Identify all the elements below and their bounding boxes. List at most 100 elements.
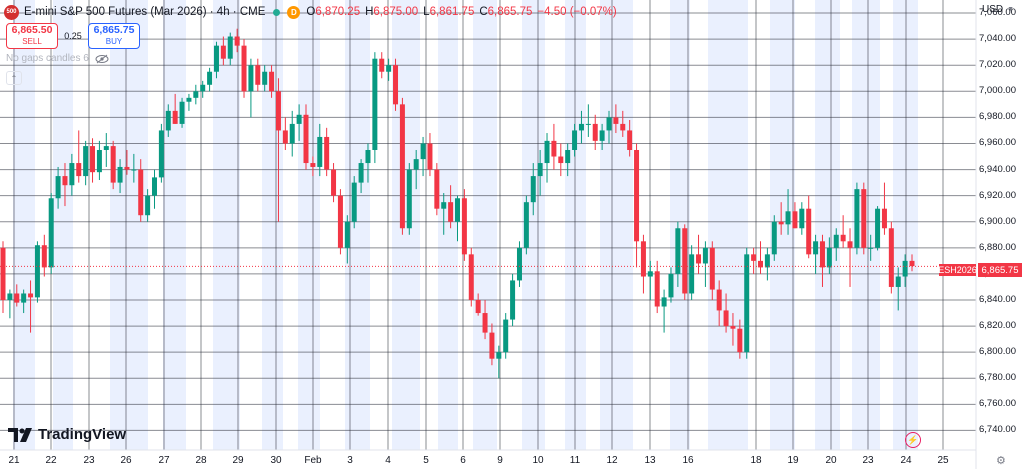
candle[interactable] [262,65,268,92]
candle[interactable] [441,193,447,235]
candle[interactable] [868,234,874,261]
tradingview-logo[interactable]: TradingView [8,426,126,443]
candle[interactable] [737,319,743,359]
candle[interactable] [634,143,640,268]
candle[interactable] [640,234,646,294]
candle[interactable] [48,193,54,274]
candle[interactable] [386,58,392,81]
candle[interactable] [668,267,674,303]
candle[interactable] [282,117,288,150]
candle[interactable] [269,65,275,98]
candle[interactable] [158,123,164,183]
candle[interactable] [399,97,405,235]
candle[interactable] [751,247,757,274]
candle[interactable] [503,313,509,359]
candle[interactable] [613,104,619,134]
candle[interactable] [131,153,137,183]
candle[interactable] [682,224,688,300]
candle[interactable] [393,58,399,111]
candle[interactable] [186,93,192,111]
candle[interactable] [819,234,825,287]
candle[interactable] [854,182,860,255]
candle[interactable] [241,39,247,98]
candle[interactable] [826,237,832,274]
candle[interactable] [875,206,881,251]
candle[interactable] [516,241,522,287]
candle[interactable] [792,202,798,229]
candle[interactable] [661,289,667,333]
candle[interactable] [200,80,206,98]
candle[interactable] [468,247,474,307]
candle[interactable] [7,289,13,319]
candle[interactable] [227,32,233,66]
buy-button[interactable]: 6,865.75 BUY [88,23,140,49]
candle[interactable] [62,163,68,207]
candle[interactable] [482,300,488,340]
candle[interactable] [337,189,343,255]
candle[interactable] [840,215,846,248]
data-badge[interactable]: D [287,5,301,19]
candle[interactable] [372,52,378,164]
candle[interactable] [28,280,34,333]
candle[interactable] [881,182,887,235]
candle[interactable] [530,163,536,216]
candle[interactable] [351,176,357,229]
candle[interactable] [489,323,495,366]
currency-selector[interactable]: USD ▼ [982,4,1014,15]
candle[interactable] [324,127,330,177]
candle[interactable] [289,110,295,157]
candle[interactable] [833,228,839,261]
candle[interactable] [537,150,543,196]
candle[interactable] [255,58,261,92]
candle[interactable] [69,153,75,196]
candle[interactable] [14,284,20,307]
candle[interactable] [627,120,633,157]
candle[interactable] [523,195,529,255]
candle[interactable] [21,289,27,314]
candle[interactable] [510,273,516,327]
candle[interactable] [689,245,695,300]
candle[interactable] [213,41,219,79]
candle[interactable] [544,133,550,183]
candle[interactable] [331,163,337,203]
sell-button[interactable]: 6,865.50 SELL [6,23,58,49]
candle[interactable] [275,78,281,222]
candle[interactable] [34,241,40,303]
candle[interactable] [723,293,729,333]
candle[interactable] [551,123,557,170]
candle[interactable] [744,247,750,359]
candle[interactable] [358,159,364,194]
candle[interactable] [365,143,371,183]
candle[interactable] [379,52,385,79]
candle[interactable] [558,143,564,177]
candle[interactable] [448,185,454,229]
candle[interactable] [165,104,171,137]
candle[interactable] [317,123,323,177]
candle[interactable] [592,114,598,150]
candle[interactable] [103,133,109,167]
candle[interactable] [220,36,226,66]
candle[interactable] [455,195,460,242]
symbol-title[interactable]: E-mini S&P 500 Futures (Mar 2026) · 4h ·… [24,6,266,18]
candle[interactable] [413,150,419,190]
candle[interactable] [647,260,653,300]
candle[interactable] [461,189,467,261]
candle[interactable] [96,140,102,180]
candle[interactable] [730,313,736,346]
candle[interactable] [41,234,47,277]
candle[interactable] [152,169,157,209]
candle[interactable] [427,133,433,177]
candle[interactable] [179,97,185,128]
candle[interactable] [578,110,584,144]
symbol-logo[interactable]: 500 [4,4,19,20]
candle[interactable] [806,195,812,259]
candle[interactable] [310,156,316,177]
candle[interactable] [771,215,777,261]
candle[interactable] [406,163,412,235]
candle[interactable] [90,138,96,183]
candle[interactable] [117,159,123,194]
candle[interactable] [620,110,626,137]
indicator-legend[interactable]: No gaps candles 6 [6,53,109,64]
candle[interactable] [716,280,722,327]
